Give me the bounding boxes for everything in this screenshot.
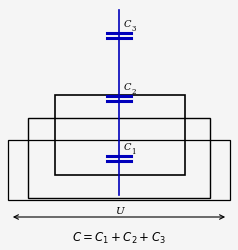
Text: C: C <box>124 20 132 29</box>
Text: C: C <box>124 83 132 92</box>
Bar <box>55 95 185 175</box>
Text: 3: 3 <box>131 25 135 33</box>
Text: U: U <box>115 207 123 216</box>
Bar <box>8 140 230 200</box>
Text: 1: 1 <box>131 148 135 156</box>
Text: C: C <box>124 143 132 152</box>
Text: 2: 2 <box>131 88 135 96</box>
Bar <box>28 118 210 198</box>
Text: $C = C_1 + C_2 + C_3$: $C = C_1 + C_2 + C_3$ <box>72 230 166 246</box>
